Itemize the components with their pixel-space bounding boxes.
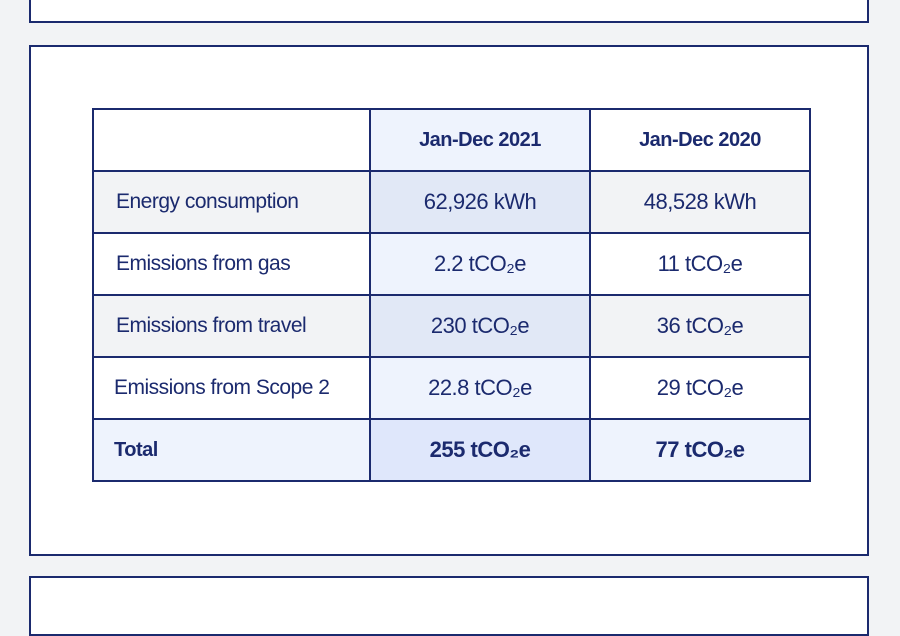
header-empty [92,108,371,172]
emissions-card: Jan-Dec 2021 Jan-Dec 2020 Energy consump… [29,45,869,556]
value-2020: 11 tCO₂e [589,232,811,296]
emissions-table: Jan-Dec 2021 Jan-Dec 2020 Energy consump… [92,108,811,482]
total-2021: 255 tCO₂e [369,418,591,482]
table-row: Emissions from travel 230 tCO₂e 36 tCO₂e [92,294,811,358]
value-2021: 230 tCO₂e [369,294,591,358]
value-2020: 48,528 kWh [589,170,811,234]
row-label: Energy consumption [92,170,371,234]
total-row: Total 255 tCO₂e 77 tCO₂e [92,418,811,482]
total-2020: 77 tCO₂e [589,418,811,482]
row-label: Emissions from Scope 2 [92,356,371,420]
header-2021: Jan-Dec 2021 [369,108,591,172]
table-header-row: Jan-Dec 2021 Jan-Dec 2020 [92,108,811,172]
row-label: Emissions from gas [92,232,371,296]
next-card [29,576,869,636]
value-2020: 29 tCO₂e [589,356,811,420]
table-row: Emissions from Scope 2 22.8 tCO₂e 29 tCO… [92,356,811,420]
value-2021: 62,926 kWh [369,170,591,234]
value-2021: 22.8 tCO₂e [369,356,591,420]
table-row: Energy consumption 62,926 kWh 48,528 kWh [92,170,811,234]
previous-card [29,0,869,23]
header-2020: Jan-Dec 2020 [589,108,811,172]
value-2021: 2.2 tCO₂e [369,232,591,296]
total-label: Total [92,418,371,482]
row-label: Emissions from travel [92,294,371,358]
value-2020: 36 tCO₂e [589,294,811,358]
table-row: Emissions from gas 2.2 tCO₂e 11 tCO₂e [92,232,811,296]
